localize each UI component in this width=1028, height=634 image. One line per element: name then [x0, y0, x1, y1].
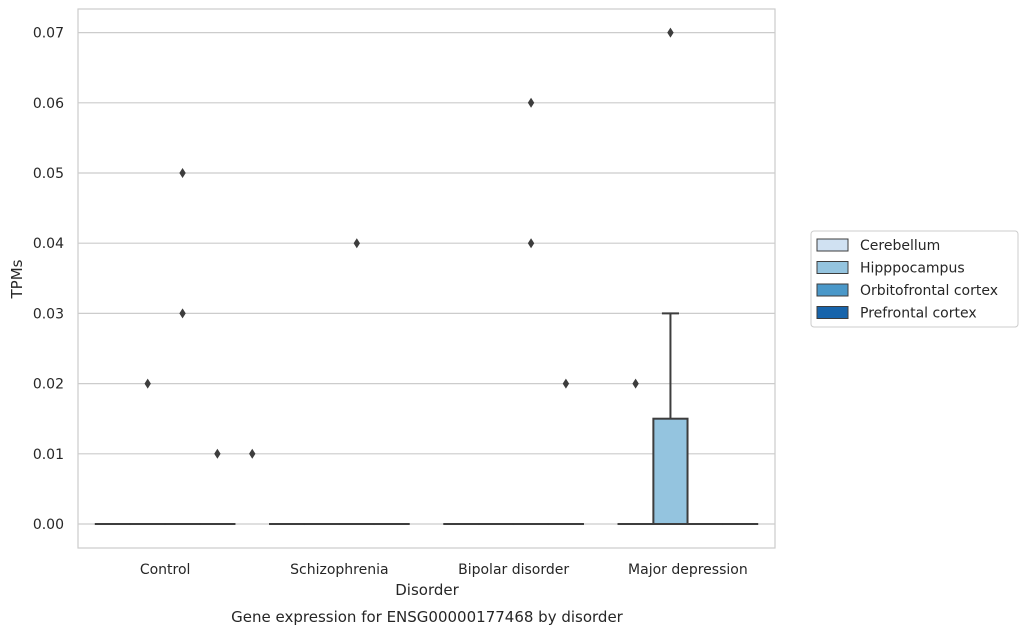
- legend-swatch: [816, 283, 849, 297]
- x-tick-label: Bipolar disorder: [458, 562, 569, 578]
- legend-swatch: [816, 306, 849, 319]
- y-tick-label: 0.07: [33, 26, 64, 42]
- y-tick-labels: 0.00 0.01 0.02 0.03 0.04 0.05 0.06 0.07: [33, 26, 64, 533]
- y-tick-label: 0.02: [33, 377, 64, 393]
- x-axis-label: Disorder: [395, 581, 459, 599]
- outlier-point: [249, 448, 256, 459]
- legend-swatch: [816, 261, 849, 274]
- gridlines: [78, 31, 775, 525]
- x-tick-labels: Control Schizophrenia Bipolar disorder Majo…: [140, 562, 748, 578]
- box-hipppocampus: [652, 417, 689, 526]
- x-tick-label: Schizophrenia: [290, 562, 388, 578]
- legend-entry: Prefrontal cortex: [860, 306, 977, 322]
- outlier-point: [144, 378, 151, 389]
- plot-frame: [77, 8, 776, 549]
- outlier-point: [632, 378, 639, 389]
- x-tick-label: Control: [140, 562, 191, 578]
- outlier-point: [527, 238, 535, 249]
- outlier-point: [214, 448, 221, 459]
- box-elements: [94, 27, 759, 526]
- y-tick-label: 0.05: [33, 166, 64, 182]
- y-tick-label: 0.03: [33, 306, 64, 322]
- chart-caption: Gene expression for ENSG00000177468 by d…: [231, 608, 624, 626]
- outlier-point: [562, 378, 570, 389]
- legend-entry: Cerebellum: [860, 238, 940, 254]
- legend-swatch: [816, 238, 849, 252]
- x-tick-label: Major depression: [628, 562, 748, 578]
- outlier-point: [179, 168, 186, 178]
- y-tick-label: 0.04: [33, 236, 64, 252]
- outlier-point: [527, 97, 535, 108]
- legend-entry: Orbitofrontal cortex: [860, 283, 998, 299]
- outlier-point: [179, 308, 186, 319]
- y-tick-label: 0.00: [33, 517, 64, 533]
- legend-entry: Hipppocampus: [860, 261, 965, 277]
- y-tick-label: 0.06: [33, 96, 64, 112]
- y-tick-label: 0.01: [33, 447, 64, 463]
- legend-frame: [810, 230, 1019, 328]
- y-axis-label: TPMs: [8, 259, 26, 299]
- outlier-point: [353, 238, 360, 249]
- legend: Cerebellum Hipppocampus Orbitofrontal cort…: [810, 230, 1019, 328]
- outlier-point: [667, 27, 674, 38]
